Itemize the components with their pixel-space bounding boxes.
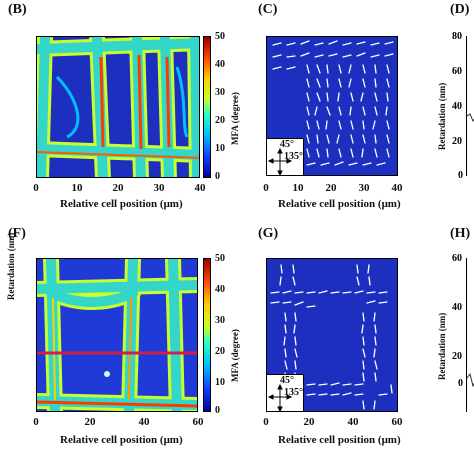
colorbar-tick: 40 [215,59,225,70]
x-tick: 40 [194,182,206,194]
panel-label-f: (F) [8,226,26,241]
panel-f-x-axis-label: Relative cell position (μm) [60,434,183,446]
panel-d-plot-area [466,36,474,176]
panel-label-b: (B) [8,2,27,17]
panel-d-profile [466,113,474,123]
panel-g-angle-legend [266,374,304,413]
direction-cross-icon [267,147,293,177]
x-tick: 0 [33,416,39,428]
panel-g-x-axis-label: Relative cell position (μm) [278,434,401,446]
x-tick: 40 [138,416,150,428]
colorbar-tick: 0 [215,171,220,182]
x-tick: 10 [292,182,304,194]
y-tick: 60 [452,253,462,264]
panel-c-x-axis-label: Relative cell position (μm) [278,198,401,210]
y-tick: 0 [458,378,463,389]
y-tick: 20 [452,136,462,147]
colorbar-tick: 0 [215,405,220,416]
x-tick: 40 [347,416,359,428]
legend-135-label: 135° [284,151,303,162]
panel-h-profile [466,372,474,388]
y-tick: 0 [458,170,463,181]
panel-b-cell-walls [37,37,199,177]
panel-f-mfa-axis-label: MFA (degree) [230,329,240,382]
colorbar-tick: 50 [215,253,225,264]
y-tick: 60 [452,66,462,77]
x-tick: 10 [71,182,83,194]
x-tick: 30 [153,182,165,194]
panel-f-left-axis-label: Retardation (nm) [6,232,16,300]
colorbar-tick: 10 [215,377,225,388]
panel-h-y-axis-label: Retardation (nm) [437,312,447,380]
panel-label-c: (C) [258,2,278,17]
colorbar-tick: 40 [215,284,225,295]
panel-d-y-axis-label: Retardation (nm) [437,82,447,150]
panel-label-g: (G) [258,226,279,241]
panel-f-mfa-map [36,258,198,412]
panel-f-colorbar [203,258,211,412]
y-tick: 40 [452,101,462,112]
colorbar-tick: 50 [215,31,225,42]
panel-label-h: (H) [450,226,471,241]
panel-b-colorbar [203,36,211,178]
legend-45-label: 45° [280,375,294,386]
x-tick: 0 [33,182,39,194]
panel-b-mfa-map [36,36,200,178]
x-tick: 0 [263,182,269,194]
y-tick: 80 [452,31,462,42]
panel-c-angle-legend [266,138,304,177]
panel-g-fibril-orientation-vectors [270,264,393,410]
x-tick: 60 [391,416,403,428]
panel-f-cell-walls [37,259,197,411]
legend-135-label: 135° [284,387,303,398]
y-tick: 40 [452,302,462,313]
panel-h-plot-area [466,258,474,412]
colorbar-tick: 30 [215,315,225,326]
colorbar-tick: 20 [215,115,225,126]
x-tick: 0 [263,416,269,428]
x-tick: 30 [358,182,370,194]
x-tick: 20 [112,182,124,194]
y-tick: 20 [452,351,462,362]
panel-c-fibril-orientation-vectors [272,40,394,166]
panel-b-mfa-axis-label: MFA (degree) [230,92,240,145]
panel-label-d: (D) [450,2,470,17]
direction-cross-icon [267,383,293,413]
colorbar-tick: 20 [215,346,225,357]
panel-b-x-axis-label: Relative cell position (μm) [60,198,183,210]
legend-45-label: 45° [280,139,294,150]
x-tick: 20 [84,416,96,428]
x-tick: 40 [391,182,403,194]
x-tick: 20 [325,182,337,194]
colorbar-tick: 30 [215,87,225,98]
colorbar-tick: 10 [215,143,225,154]
x-tick: 20 [303,416,315,428]
x-tick: 60 [192,416,204,428]
